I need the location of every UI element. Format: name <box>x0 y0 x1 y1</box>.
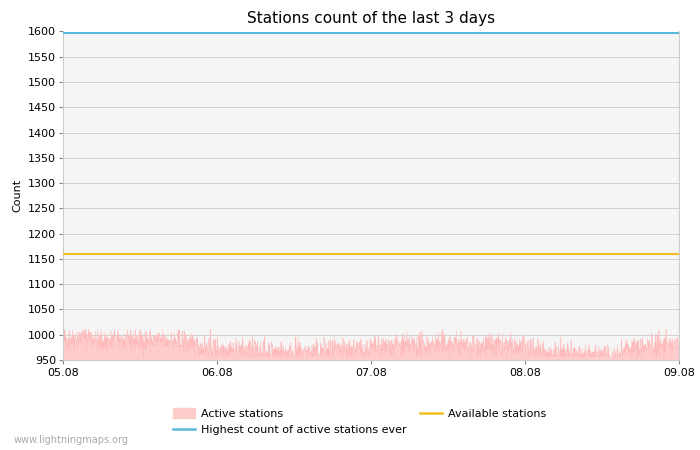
Legend: Active stations, Highest count of active stations ever, Available stations: Active stations, Highest count of active… <box>174 408 546 435</box>
X-axis label: Day: Day <box>699 383 700 393</box>
Text: www.lightningmaps.org: www.lightningmaps.org <box>14 435 129 445</box>
Y-axis label: Count: Count <box>13 179 22 212</box>
Title: Stations count of the last 3 days: Stations count of the last 3 days <box>247 11 495 26</box>
